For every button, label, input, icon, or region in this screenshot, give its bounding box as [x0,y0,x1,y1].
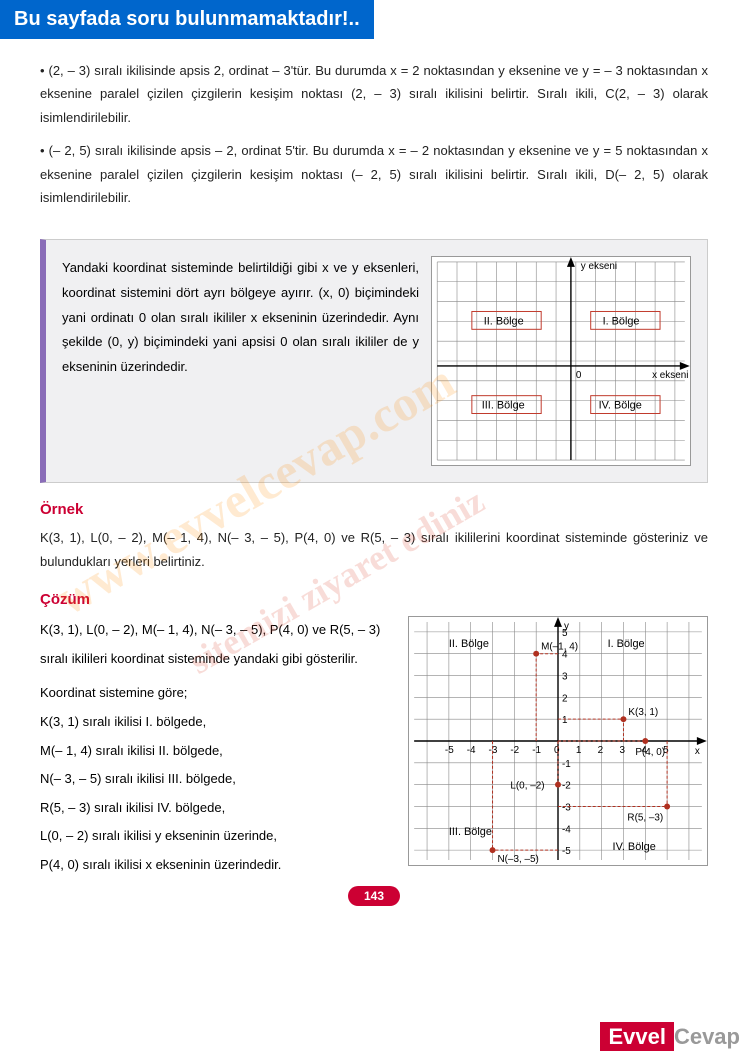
q4-label: IV. Bölge [599,400,642,412]
logo: EvvelCevap [600,1024,740,1050]
svg-text:2: 2 [562,693,568,704]
svg-text:-1: -1 [562,759,571,770]
svg-text:II. Bölge: II. Bölge [449,638,489,650]
svg-text:-4: -4 [562,824,571,835]
quadrant-chart: y ekseni x ekseni 0 I. Bölge II. Bölge I… [431,256,691,466]
svg-text:3: 3 [562,672,568,683]
svg-text:-2: -2 [562,781,571,792]
svg-text:1: 1 [562,715,568,726]
svg-text:M(–1, 4): M(–1, 4) [541,642,578,653]
solution-header: Çözüm [40,591,748,608]
svg-text:2: 2 [598,745,604,756]
svg-text:P(4, 0): P(4, 0) [635,747,665,758]
svg-text:-1: -1 [532,745,541,756]
svg-text:L(0, –2): L(0, –2) [510,781,544,792]
q3-label: III. Bölge [482,400,525,412]
para1: • (2, – 3) sıralı ikilisinde apsis 2, or… [40,59,708,129]
x-axis-label: x ekseni [652,370,688,381]
para2: • (– 2, 5) sıralı ikilisinde apsis – 2, … [40,139,708,209]
svg-text:x: x [695,746,700,757]
svg-text:1: 1 [576,745,582,756]
info-box: Yandaki koordinat sisteminde belirtildiğ… [40,239,708,483]
info-text: Yandaki koordinat sisteminde belirtildiğ… [62,256,419,466]
solution-text: K(3, 1), L(0, – 2), M(– 1, 4), N(– 3, – … [40,616,396,879]
page-number: 143 [0,887,748,905]
svg-text:-5: -5 [562,846,571,857]
svg-text:-3: -3 [489,745,498,756]
solution-row: K(3, 1), L(0, – 2), M(– 1, 4), N(– 3, – … [0,616,748,879]
svg-text:5: 5 [562,628,568,639]
svg-text:N(–3, –5): N(–3, –5) [497,854,538,865]
intro-paragraphs: • (2, – 3) sıralı ikilisinde apsis 2, or… [0,39,748,229]
svg-text:0: 0 [554,745,560,756]
svg-text:IV. Bölge: IV. Bölge [613,841,656,853]
banner: Bu sayfada soru bulunmamaktadır!.. [0,0,374,39]
origin-label: 0 [576,370,582,381]
y-axis-label: y ekseni [581,261,617,272]
svg-text:-3: -3 [562,803,571,814]
svg-text:-2: -2 [510,745,519,756]
example-text: K(3, 1), L(0, – 2), M(– 1, 4), N(– 3, – … [40,526,708,573]
q1-label: I. Bölge [603,316,640,328]
svg-text:K(3, 1): K(3, 1) [628,707,658,718]
q2-label: II. Bölge [484,316,524,328]
example-header: Örnek [40,501,748,518]
svg-text:-5: -5 [445,745,454,756]
points-chart: y x I. Bölge II. Bölge III. Bölge IV. Bö… [408,616,708,866]
svg-text:3: 3 [620,745,626,756]
svg-text:I. Bölge: I. Bölge [608,638,645,650]
svg-text:-4: -4 [467,745,476,756]
svg-text:III. Bölge: III. Bölge [449,826,492,838]
svg-text:R(5, –3): R(5, –3) [627,812,663,823]
